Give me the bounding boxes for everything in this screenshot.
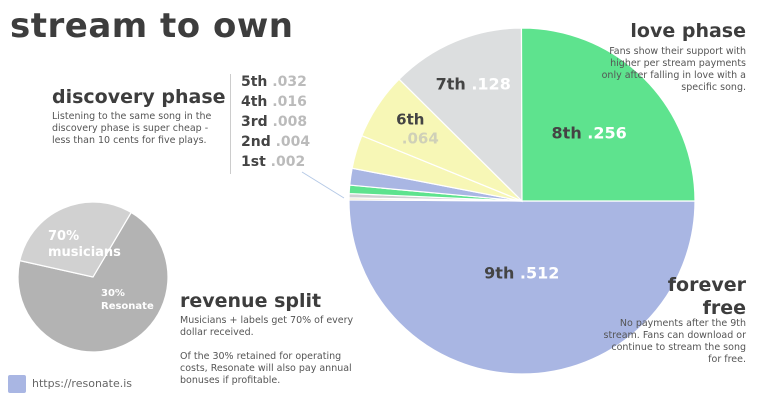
legend-label: 5th bbox=[241, 74, 268, 90]
footer-link[interactable]: https://resonate.is bbox=[32, 377, 133, 390]
pie-slice-7th bbox=[398, 27, 523, 203]
slice-label-9th: 9th .512 bbox=[484, 264, 559, 283]
forever-heading: forever free bbox=[668, 274, 746, 320]
legend-value: .016 bbox=[272, 94, 307, 110]
legend-label: 1st bbox=[241, 154, 266, 170]
pie-slice-9th bbox=[348, 199, 696, 375]
slice-value-6th: .064 bbox=[402, 130, 439, 148]
revenue-slice-Resonate bbox=[19, 201, 133, 278]
legend-row: 2nd .004 bbox=[241, 134, 310, 154]
revenue-slice-musicians bbox=[17, 211, 169, 353]
legend-row: 5th .032 bbox=[241, 74, 310, 94]
legend-row: 4th .016 bbox=[241, 94, 310, 114]
forever-text: No payments after the 9th stream. Fans c… bbox=[603, 318, 747, 365]
revenue-label-musicians: musicians bbox=[48, 245, 121, 260]
legend-label: 3rd bbox=[241, 114, 268, 130]
legend-label: 2nd bbox=[241, 134, 271, 150]
discovery-text: Listening to the same song in the discov… bbox=[52, 111, 212, 146]
legend-row: 3rd .008 bbox=[241, 114, 310, 134]
forever-heading-line2: free bbox=[702, 297, 746, 319]
legend-label: 4th bbox=[241, 94, 268, 110]
legend-row: 1st .002 bbox=[241, 154, 310, 174]
revenue-percent-Resonate: 30% bbox=[101, 288, 125, 299]
page-title: stream to own bbox=[10, 6, 294, 46]
stream-legend: 5th .032 4th .016 3rd .008 2nd .004 1st … bbox=[230, 74, 310, 174]
slice-value-7th: .128 bbox=[471, 75, 510, 94]
revenue-heading: revenue split bbox=[180, 290, 322, 312]
slice-label-6th: 6th bbox=[396, 111, 424, 129]
legend-value: .032 bbox=[272, 74, 307, 90]
slice-label-7th: 7th .128 bbox=[436, 75, 511, 94]
legend-value: .002 bbox=[270, 154, 306, 170]
legend-pointer-line bbox=[301, 171, 345, 199]
forever-heading-line1: forever bbox=[667, 274, 746, 296]
resonate-logo-icon bbox=[8, 375, 26, 393]
revenue-label-Resonate: Resonate bbox=[101, 301, 154, 312]
slice-value-9th: .512 bbox=[520, 264, 559, 283]
legend-value: .008 bbox=[272, 114, 308, 130]
discovery-heading: discovery phase bbox=[52, 86, 226, 108]
slice-label-8th: 8th .256 bbox=[552, 124, 627, 143]
love-heading: love phase bbox=[630, 20, 746, 42]
slice-value-8th: .256 bbox=[587, 124, 626, 143]
revenue-percent-musicians: 70% bbox=[48, 229, 79, 244]
legend-value: .004 bbox=[275, 134, 311, 150]
love-text: Fans show their support with higher per … bbox=[601, 46, 746, 93]
revenue-text-2: Of the 30% retained for operating costs,… bbox=[180, 351, 352, 386]
revenue-text-1: Musicians + labels get 70% of every doll… bbox=[180, 315, 354, 338]
pie-slice-8th bbox=[520, 27, 696, 202]
